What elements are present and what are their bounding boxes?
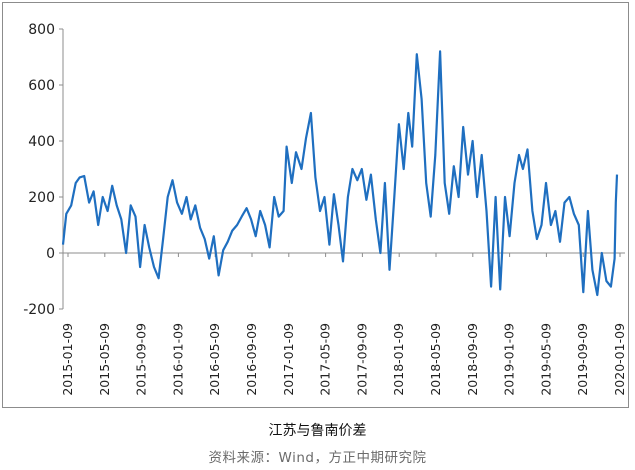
y-tick-label: 800	[28, 22, 55, 38]
x-tick-label: 2017-09-09	[354, 323, 369, 396]
x-tick-label: 2019-05-09	[538, 323, 553, 396]
x-tick-label: 2020-01-09	[612, 323, 627, 396]
x-tick-label: 2015-05-09	[97, 323, 112, 396]
x-tick-label: 2016-01-09	[170, 323, 185, 396]
x-tick-label: 2015-09-09	[134, 323, 149, 396]
y-tick-label: 400	[28, 134, 55, 150]
line-chart: -200 0 200 400 600 800 2015-01-09 2015-05-09 201…	[23, 22, 627, 396]
x-tick-label: 2017-05-09	[318, 323, 333, 396]
source-note: 资料来源：Wind，方正中期研究院	[208, 450, 427, 466]
y-tick-label: 600	[28, 78, 55, 94]
x-tick-label: 2017-01-09	[281, 323, 296, 396]
x-tick-label: 2015-01-09	[60, 323, 75, 396]
x-tick-label: 2018-09-09	[465, 323, 480, 396]
y-tick-label: -200	[23, 302, 55, 318]
chart-frame: -200 0 200 400 600 800 2015-01-09 2015-05-09 201…	[2, 2, 629, 408]
x-tick-label: 2016-09-09	[244, 323, 259, 396]
x-tick-label: 2018-05-09	[428, 323, 443, 396]
series-line	[61, 50, 619, 297]
chart-title: 江苏与鲁南价差	[268, 423, 367, 439]
x-tick-label: 2019-01-09	[502, 323, 517, 396]
y-tick-label: 200	[28, 190, 55, 206]
x-tick-label: 2018-01-09	[391, 323, 406, 396]
y-tick-label: 0	[46, 246, 55, 262]
x-tick-label: 2019-09-09	[575, 323, 590, 396]
x-tick-label: 2016-05-09	[207, 323, 222, 396]
